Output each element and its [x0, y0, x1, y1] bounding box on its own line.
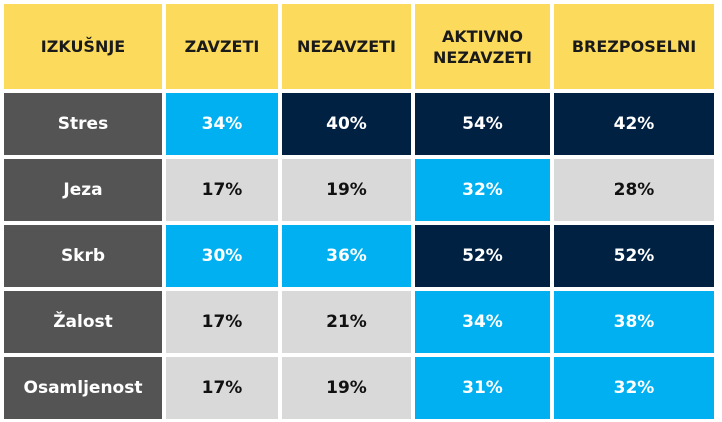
cell-osamljenost-brezposelni: 32%: [554, 357, 714, 419]
cell-jeza-nezavzeti: 19%: [282, 159, 411, 221]
header-brezposelni: BREZPOSELNI: [554, 4, 714, 89]
cell-skrb-zavzeti: 30%: [166, 225, 278, 287]
cell-stres-nezavzeti: 40%: [282, 93, 411, 155]
cell-jeza-zavzeti: 17%: [166, 159, 278, 221]
experience-table: IZKUŠNJE ZAVZETI NEZAVZETI AKTIVNO NEZAV…: [4, 4, 714, 419]
cell-osamljenost-nezavzeti: 19%: [282, 357, 411, 419]
header-zavzeti: ZAVZETI: [166, 4, 278, 89]
header-nezavzeti: NEZAVZETI: [282, 4, 411, 89]
header-izkusnje: IZKUŠNJE: [4, 4, 162, 89]
cell-zalost-aktivno-nezavzeti: 34%: [415, 291, 550, 353]
cell-zalost-brezposelni: 38%: [554, 291, 714, 353]
cell-skrb-aktivno-nezavzeti: 52%: [415, 225, 550, 287]
row-label-osamljenost: Osamljenost: [4, 357, 162, 419]
cell-skrb-nezavzeti: 36%: [282, 225, 411, 287]
cell-stres-zavzeti: 34%: [166, 93, 278, 155]
cell-jeza-aktivno-nezavzeti: 32%: [415, 159, 550, 221]
cell-stres-aktivno-nezavzeti: 54%: [415, 93, 550, 155]
row-label-zalost: Žalost: [4, 291, 162, 353]
cell-skrb-brezposelni: 52%: [554, 225, 714, 287]
cell-osamljenost-zavzeti: 17%: [166, 357, 278, 419]
cell-jeza-brezposelni: 28%: [554, 159, 714, 221]
cell-zalost-zavzeti: 17%: [166, 291, 278, 353]
row-label-stres: Stres: [4, 93, 162, 155]
cell-zalost-nezavzeti: 21%: [282, 291, 411, 353]
row-label-jeza: Jeza: [4, 159, 162, 221]
header-aktivno-nezavzeti: AKTIVNO NEZAVZETI: [415, 4, 550, 89]
cell-osamljenost-aktivno-nezavzeti: 31%: [415, 357, 550, 419]
cell-stres-brezposelni: 42%: [554, 93, 714, 155]
row-label-skrb: Skrb: [4, 225, 162, 287]
